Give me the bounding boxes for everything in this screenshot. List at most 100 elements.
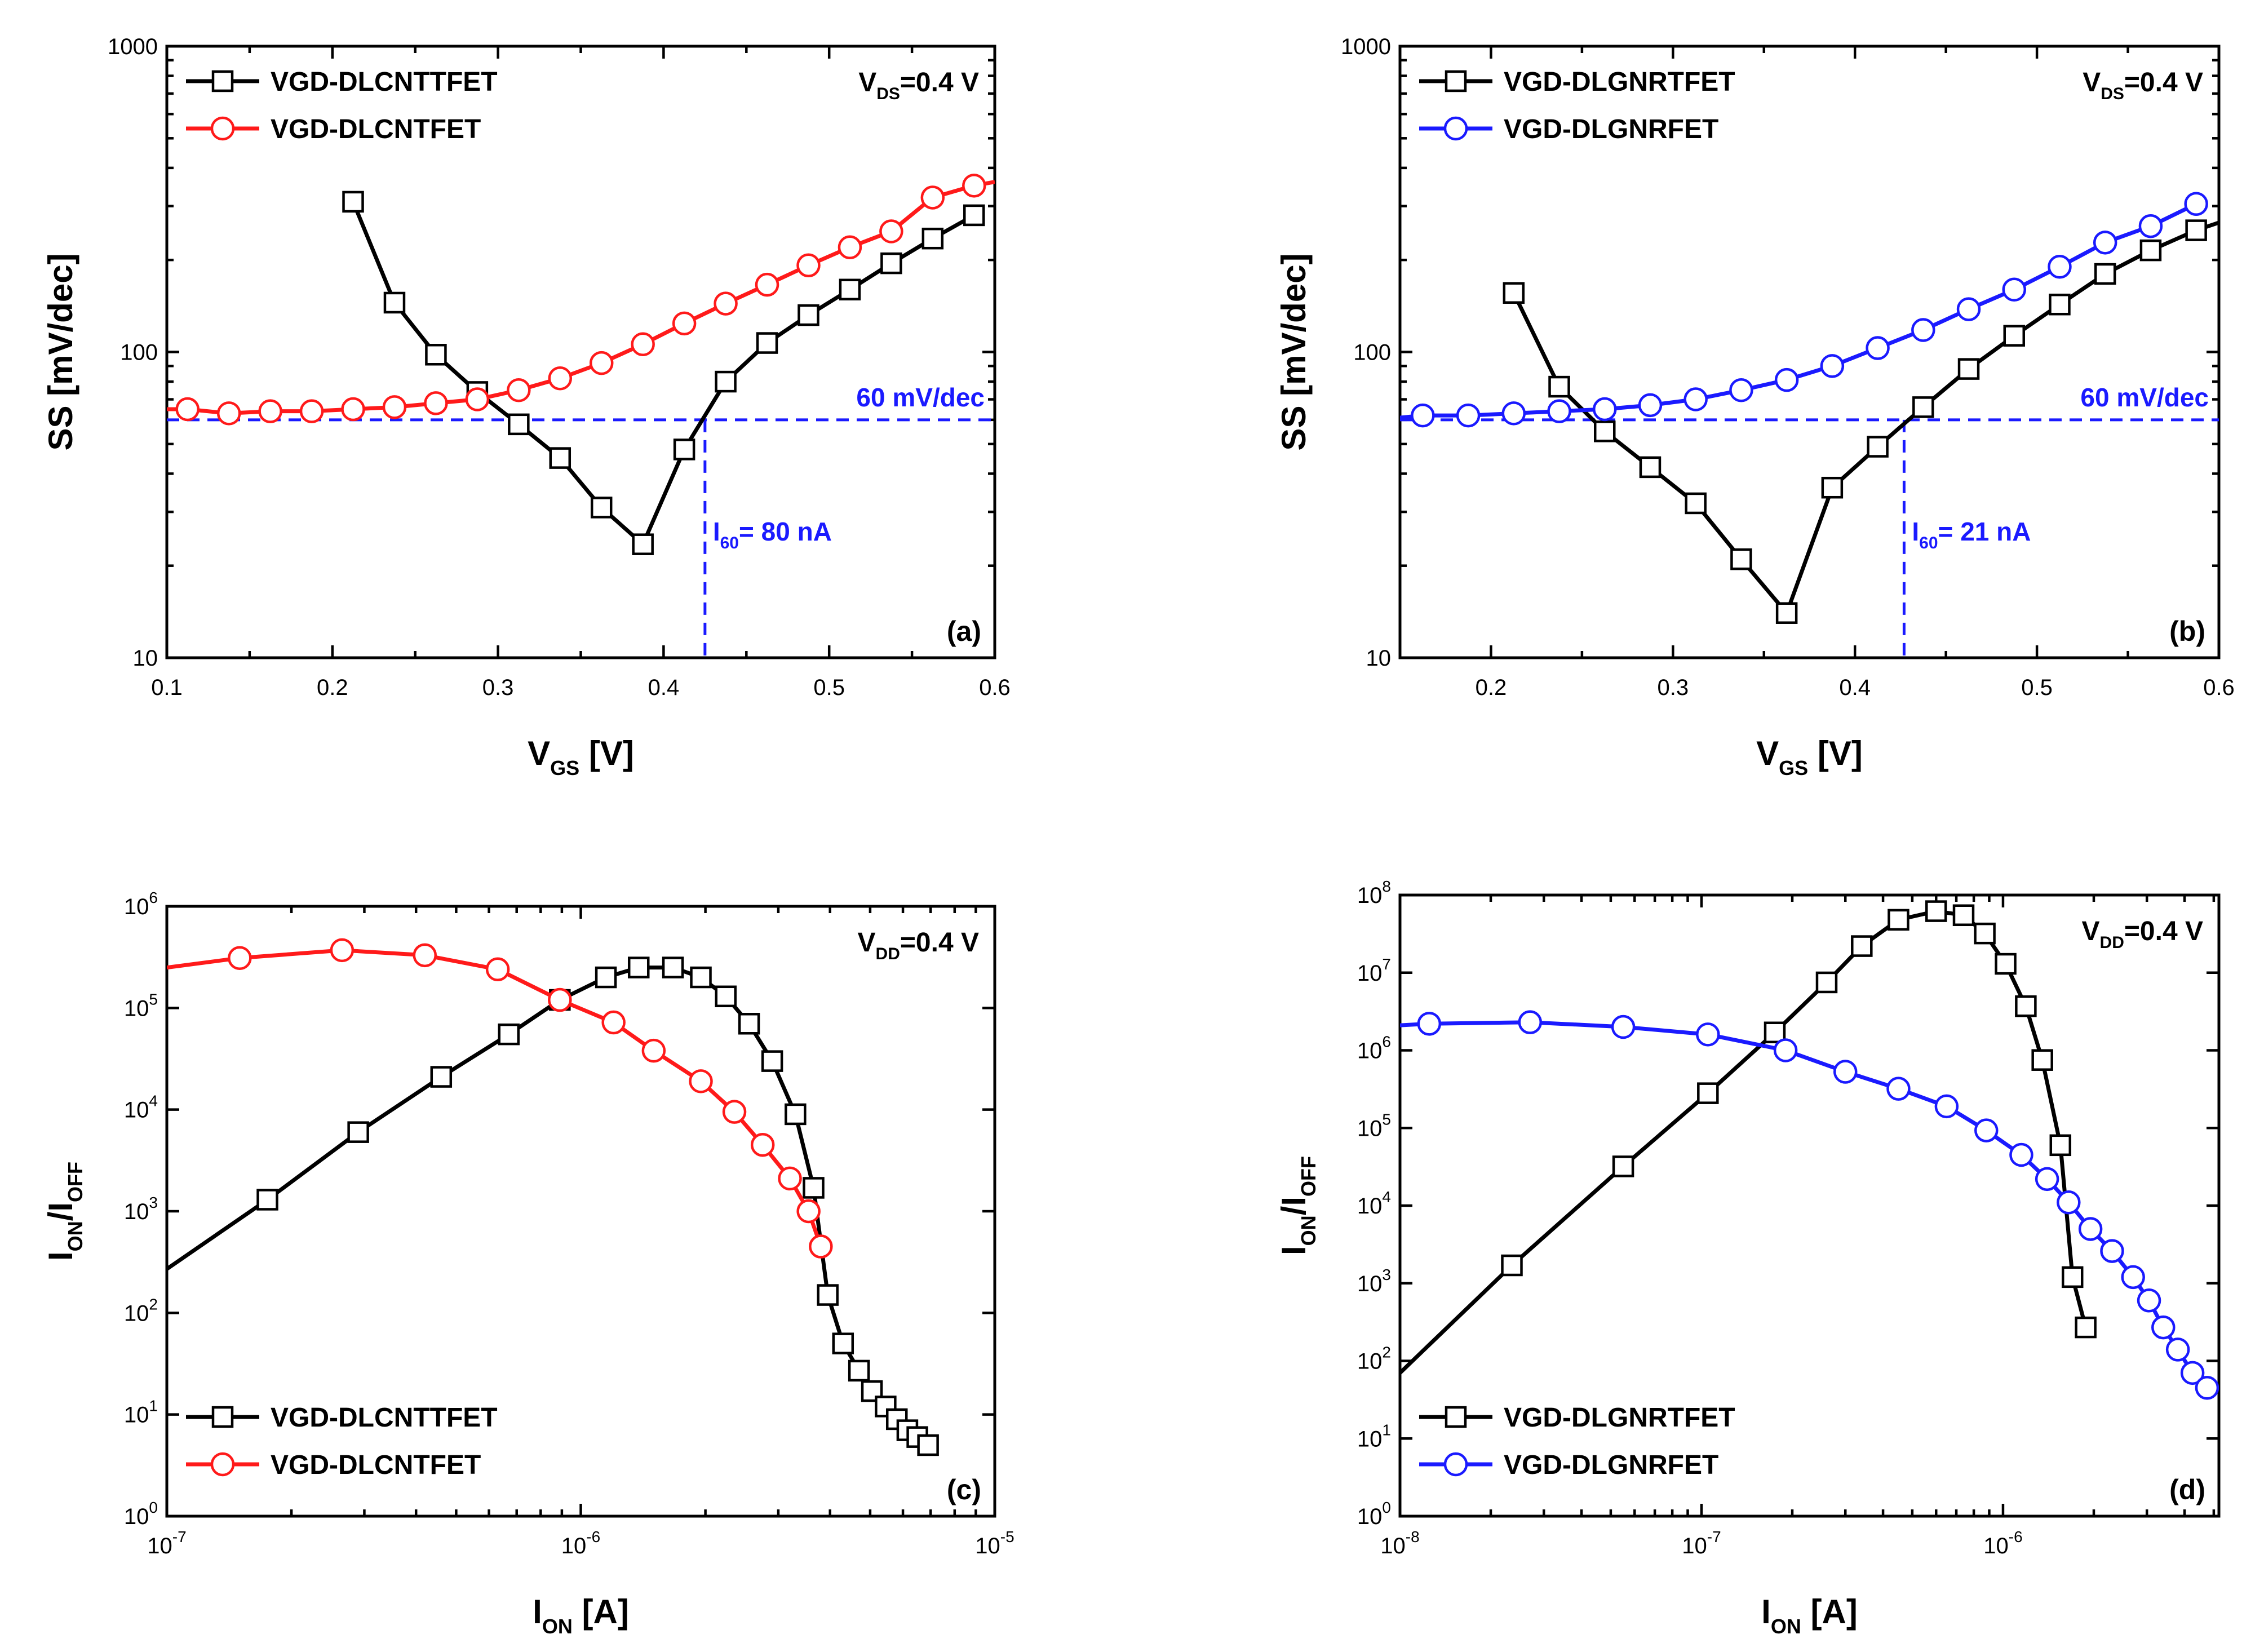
data-point bbox=[430, 1066, 453, 1088]
data-point bbox=[1957, 358, 1980, 380]
data-point bbox=[738, 1013, 760, 1035]
legend-marker bbox=[210, 116, 235, 141]
x-tick-label: 10-7 bbox=[1682, 1528, 1721, 1558]
panel-label: (c) bbox=[947, 1474, 981, 1505]
data-point bbox=[2139, 239, 2162, 262]
data-point bbox=[672, 311, 697, 336]
y-tick-label: 107 bbox=[1357, 955, 1391, 986]
data-point bbox=[809, 1234, 833, 1259]
panel-label: (a) bbox=[947, 615, 981, 647]
data-point bbox=[498, 1023, 520, 1046]
plot-area bbox=[167, 938, 939, 1456]
data-point bbox=[2003, 325, 2025, 347]
data-point bbox=[1886, 1077, 1911, 1101]
data-point bbox=[1764, 1021, 1786, 1044]
axes-frame bbox=[165, 45, 996, 659]
data-point bbox=[1456, 403, 1481, 428]
data-point bbox=[631, 332, 655, 357]
data-point bbox=[917, 1434, 939, 1456]
data-point bbox=[756, 332, 778, 354]
series-line-VGD-DLCNTTFET bbox=[351, 201, 976, 547]
data-point bbox=[465, 387, 490, 411]
x-tick-label: 10-5 bbox=[975, 1528, 1014, 1558]
data-point bbox=[755, 272, 779, 297]
axes-frame bbox=[1398, 45, 2221, 659]
data-point bbox=[689, 1069, 713, 1093]
data-point bbox=[2184, 192, 2208, 216]
x-tick-label: 0.6 bbox=[2203, 675, 2235, 700]
x-tick-label: 0.3 bbox=[1658, 675, 1689, 700]
data-point bbox=[2049, 293, 2071, 316]
data-point bbox=[880, 252, 902, 274]
data-point bbox=[2093, 231, 2117, 255]
data-point bbox=[1638, 393, 1663, 418]
legend-label: VGD-DLGNRTFET bbox=[1504, 67, 1735, 97]
voltage-annotation: VDD=0.4 V bbox=[858, 928, 979, 963]
legend-label: VGD-DLGNRFET bbox=[1504, 1450, 1718, 1480]
series-line-VGD-DLGNRTFET bbox=[1400, 909, 2088, 1375]
voltage-annotation: VDS=0.4 V bbox=[2083, 68, 2203, 103]
data-point bbox=[2075, 1316, 2097, 1339]
data-point bbox=[1867, 436, 1889, 458]
legend-marker bbox=[1445, 70, 1467, 92]
y-axis-label: SS [mV/dec] bbox=[42, 253, 79, 450]
series-line-VGD-DLGNRFET bbox=[1400, 202, 2197, 420]
data-point bbox=[1683, 387, 1708, 411]
data-point bbox=[2138, 214, 2163, 238]
data-point bbox=[921, 227, 944, 250]
y-tick-label: 104 bbox=[1357, 1188, 1391, 1219]
data-point bbox=[750, 1132, 775, 1157]
data-point bbox=[1593, 397, 1617, 422]
x-tick-label: 0.3 bbox=[482, 675, 514, 700]
data-point bbox=[595, 966, 617, 989]
data-point bbox=[1774, 367, 1799, 392]
y-tick-label: 100 bbox=[120, 340, 158, 365]
data-point bbox=[1503, 282, 1525, 304]
y-axis-label: ION/IOFF bbox=[42, 1162, 87, 1261]
data-point bbox=[2094, 263, 2116, 285]
data-point bbox=[839, 278, 861, 301]
legend-marker bbox=[1445, 1406, 1467, 1428]
data-point bbox=[778, 1166, 802, 1191]
reference-line-label: 60 mV/dec bbox=[856, 383, 985, 412]
data-point bbox=[848, 1359, 870, 1382]
data-point bbox=[832, 1332, 854, 1354]
data-point bbox=[2009, 1142, 2033, 1167]
x-tick-label: 0.2 bbox=[1476, 675, 1507, 700]
series-line-VGD-DLCNTFET bbox=[167, 180, 995, 415]
legend-marker bbox=[211, 70, 234, 92]
data-point bbox=[2057, 1190, 2081, 1215]
data-point bbox=[1974, 922, 1996, 945]
data-point bbox=[413, 943, 437, 968]
x-axis-label: VGS [V] bbox=[528, 734, 634, 780]
panel-d: 100 101 102 103 104 105 106 107 108 10-8 10-7 10-6 V… bbox=[1275, 878, 2221, 1638]
data-point bbox=[641, 1038, 666, 1063]
data-point bbox=[761, 1050, 783, 1072]
panel-b: 10 100 1000 0.2 0.3 0.4 0.5 0.6 60 mV/dec I60= 21… bbox=[1275, 34, 2235, 780]
legend-label: VGD-DLCNTFET bbox=[271, 1450, 481, 1480]
y-tick-label: 101 bbox=[124, 1397, 158, 1428]
y-tick-label: 105 bbox=[1357, 1110, 1391, 1141]
data-point bbox=[2100, 1239, 2124, 1263]
data-point bbox=[383, 291, 406, 314]
x-axis-label: VGS [V] bbox=[1756, 734, 1863, 780]
data-point bbox=[1417, 1012, 1442, 1036]
y-tick-label: 100 bbox=[1353, 340, 1391, 365]
y-axis-label: ION/IOFF bbox=[1275, 1156, 1320, 1255]
data-point bbox=[714, 291, 738, 316]
data-point bbox=[1639, 456, 1662, 479]
x-tick-label: 10-6 bbox=[561, 1528, 600, 1558]
legend-marker bbox=[1443, 1452, 1468, 1477]
panel-c: 100 101 102 103 104 105 106 10-7 10-6 10-5 VGD-DLC… bbox=[42, 889, 1014, 1638]
x-tick-label: 10-6 bbox=[1983, 1528, 2022, 1558]
y-tick-label: 103 bbox=[124, 1194, 158, 1224]
data-point bbox=[2121, 1265, 2145, 1290]
x-tick-label: 0.6 bbox=[979, 675, 1011, 700]
data-point bbox=[175, 397, 200, 422]
x-tick-label: 0.2 bbox=[317, 675, 348, 700]
panel-a: 10 100 1000 0.1 0.2 0.3 0.4 0.5 0.6 60 mV/dec I60=… bbox=[42, 34, 1011, 780]
legend-marker bbox=[210, 1452, 235, 1477]
y-tick-label: 10 bbox=[1366, 646, 1392, 671]
data-point bbox=[2048, 255, 2072, 279]
